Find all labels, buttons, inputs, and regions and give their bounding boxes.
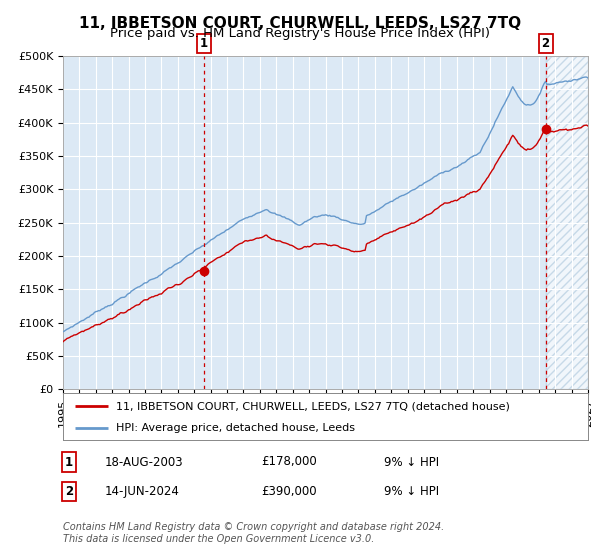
Text: 18-AUG-2003: 18-AUG-2003 bbox=[105, 455, 184, 469]
Text: 2: 2 bbox=[542, 38, 550, 50]
Text: 9% ↓ HPI: 9% ↓ HPI bbox=[384, 485, 439, 498]
Text: 11, IBBETSON COURT, CHURWELL, LEEDS, LS27 7TQ (detached house): 11, IBBETSON COURT, CHURWELL, LEEDS, LS2… bbox=[115, 401, 509, 411]
Text: 1: 1 bbox=[200, 38, 208, 50]
Text: 1: 1 bbox=[65, 455, 73, 469]
Text: 2: 2 bbox=[65, 485, 73, 498]
Text: Contains HM Land Registry data © Crown copyright and database right 2024.
This d: Contains HM Land Registry data © Crown c… bbox=[63, 522, 444, 544]
Text: £178,000: £178,000 bbox=[261, 455, 317, 469]
Text: 11, IBBETSON COURT, CHURWELL, LEEDS, LS27 7TQ: 11, IBBETSON COURT, CHURWELL, LEEDS, LS2… bbox=[79, 16, 521, 31]
Text: £390,000: £390,000 bbox=[261, 485, 317, 498]
Bar bbox=[545, 56, 588, 389]
Text: 14-JUN-2024: 14-JUN-2024 bbox=[105, 485, 180, 498]
Text: 9% ↓ HPI: 9% ↓ HPI bbox=[384, 455, 439, 469]
Text: HPI: Average price, detached house, Leeds: HPI: Average price, detached house, Leed… bbox=[115, 423, 355, 433]
Bar bbox=[545, 56, 588, 389]
Text: Price paid vs. HM Land Registry's House Price Index (HPI): Price paid vs. HM Land Registry's House … bbox=[110, 27, 490, 40]
